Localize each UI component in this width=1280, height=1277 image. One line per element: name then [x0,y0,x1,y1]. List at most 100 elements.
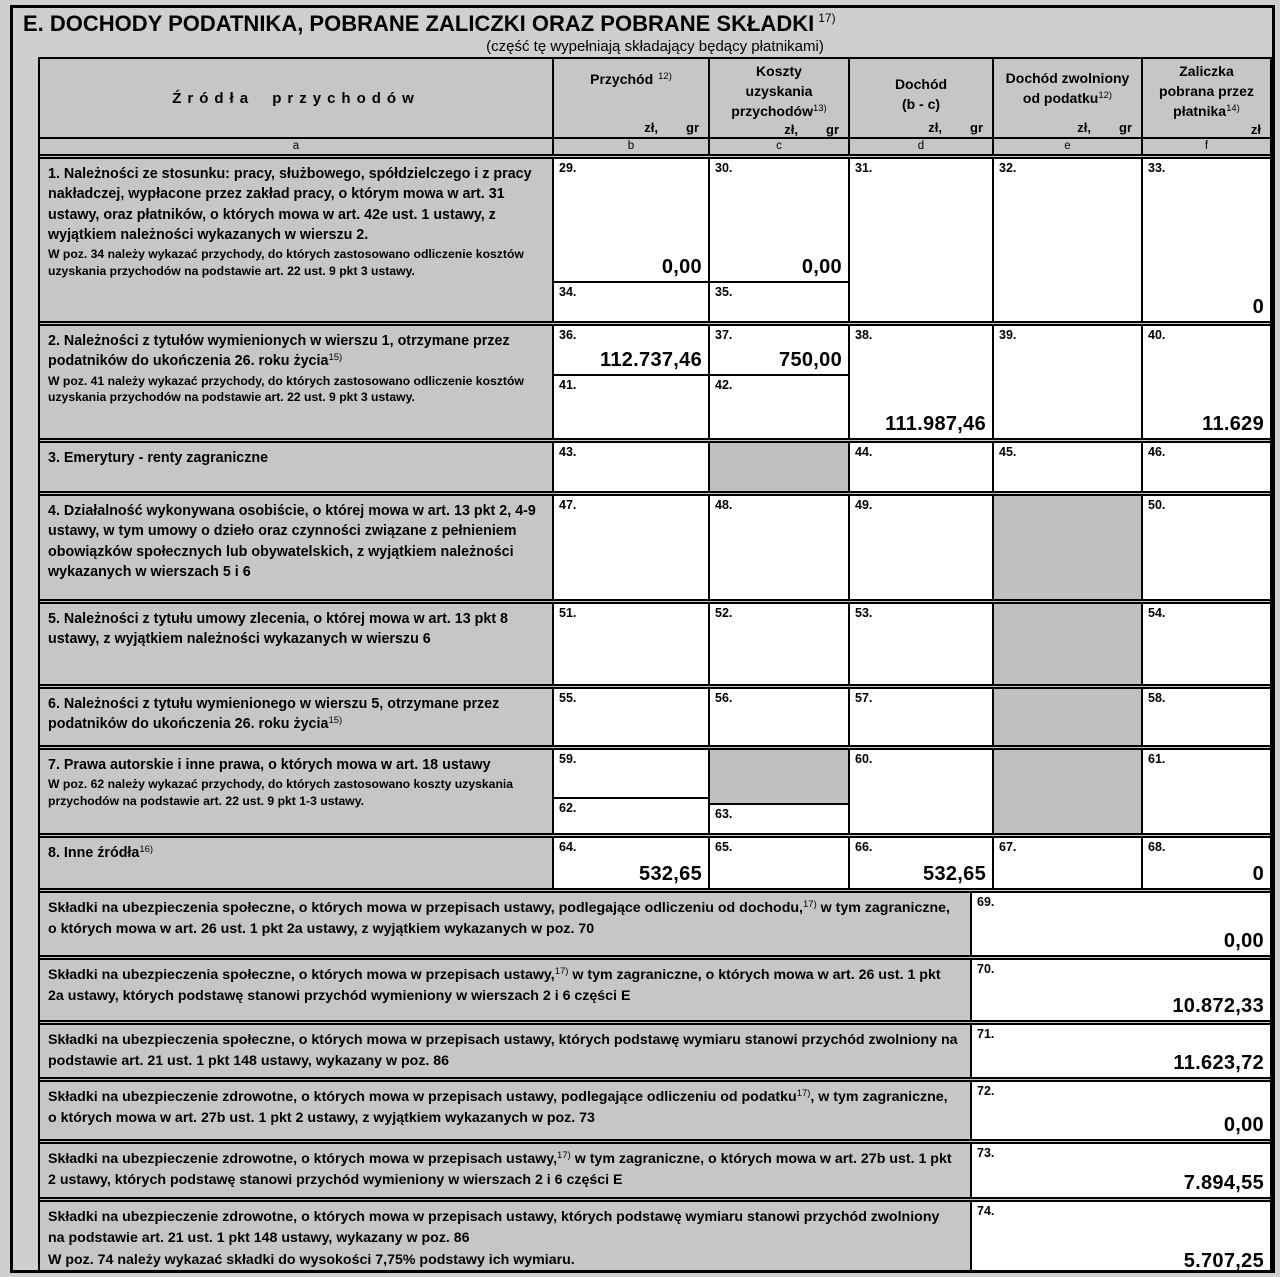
field-73[interactable]: 73. 7.894,55 [970,1143,1270,1197]
field-61[interactable]: 61. [1141,750,1270,833]
field-33[interactable]: 33. 0 [1141,159,1270,321]
field-40-value: 11.629 [1202,413,1264,435]
field-42[interactable]: 42. [710,376,848,438]
field-57-number: 57. [855,691,873,705]
row-2-col-b: 36. 112.737,46 41. [552,326,708,438]
field-68-number: 68. [1148,840,1166,854]
field-55[interactable]: 55. [552,689,708,745]
field-68[interactable]: 68. 0 [1141,838,1270,888]
row-6-title-footnote: 15) [328,715,343,727]
contrib-row-69: Składki na ubezpieczenia społeczne, o kt… [40,888,1270,955]
field-64-number: 64. [559,840,577,854]
field-43[interactable]: 43. [552,443,708,491]
contrib-row-71: Składki na ubezpieczenia społeczne, o kt… [40,1020,1270,1077]
row-4-label: 4. Działalność wykonywana osobiście, o k… [40,496,552,599]
row-3: 3. Emerytury - renty zagraniczne 43. 44.… [40,438,1270,491]
field-29[interactable]: 29. 0,00 [554,159,708,283]
row-1: 1. Należności ze stosunku: pracy, służbo… [40,154,1270,321]
field-45-number: 45. [999,445,1017,459]
field-35[interactable]: 35. [710,283,848,321]
field-44[interactable]: 44. [848,443,992,491]
field-48[interactable]: 48. [708,496,848,599]
field-74[interactable]: 74. 5.707,25 [970,1201,1270,1270]
field-37-value: 750,00 [779,349,842,371]
field-38-number: 38. [855,328,873,342]
field-52[interactable]: 52. [708,604,848,684]
field-34[interactable]: 34. [554,283,708,321]
field-64[interactable]: 64. 532,65 [552,838,708,888]
header-col-koszty: Koszty uzyskania przychodów13) zł, gr [708,59,848,137]
field-41[interactable]: 41. [554,376,708,438]
field-59[interactable]: 59. [554,750,708,799]
field-60[interactable]: 60. [848,750,992,833]
row-3-label: 3. Emerytury - renty zagraniczne [40,443,552,491]
field-31[interactable]: 31. [848,159,992,321]
row-6: 6. Należności z tytułu wymienionego w wi… [40,684,1270,745]
contrib-row-72-footnote: 17) [796,1087,811,1099]
header-col-dochod: Dochód (b - c) zł, gr [848,59,992,137]
field-72[interactable]: 72. 0,00 [970,1081,1270,1139]
field-42-number: 42. [715,378,733,392]
field-30[interactable]: 30. 0,00 [710,159,848,283]
field-37[interactable]: 37. 750,00 [710,326,848,376]
row-7-note: W poz. 62 należy wykazać przychody, do k… [48,777,514,809]
column-letter-b: b [552,139,708,154]
field-40[interactable]: 40. 11.629 [1141,326,1270,438]
field-48-number: 48. [715,498,733,512]
field-73-value: 7.894,55 [1183,1171,1264,1194]
field-56[interactable]: 56. [708,689,848,745]
field-54[interactable]: 54. [1141,604,1270,684]
field-65[interactable]: 65. [708,838,848,888]
section-e-frame: E. DOCHODY PODATNIKA, POBRANE ZALICZKI O… [10,5,1275,1273]
field-39[interactable]: 39. [992,326,1141,438]
field-66[interactable]: 66. 532,65 [848,838,992,888]
field-57[interactable]: 57. [848,689,992,745]
row-2: 2. Należności z tytułów wymienionych w w… [40,321,1270,438]
row-2-note: W poz. 41 należy wykazać przychody, do k… [48,373,524,405]
field-36[interactable]: 36. 112.737,46 [554,326,708,376]
row-8-title: 8. Inne źródła16) [48,844,154,861]
field-40-number: 40. [1148,328,1166,342]
field-70[interactable]: 70. 10.872,33 [970,960,1270,1020]
field-72-value: 0,00 [1223,1113,1264,1136]
contrib-row-74: Składki na ubezpieczenie zdrowotne, o kt… [40,1196,1270,1270]
row-5-disabled-cell [992,604,1141,684]
field-58[interactable]: 58. [1141,689,1270,745]
field-49[interactable]: 49. [848,496,992,599]
field-44-number: 44. [855,445,873,459]
field-63[interactable]: 63. [710,805,848,833]
field-67[interactable]: 67. [992,838,1141,888]
field-63-number: 63. [715,807,733,821]
row-1-col-b: 29. 0,00 34. [552,159,708,321]
row-8-label: 8. Inne źródła16) [40,838,552,888]
field-69-value: 0,00 [1223,930,1264,952]
field-64-value: 532,65 [639,863,702,885]
header-col-dochod-zwolniony: Dochód zwolniony od podatku12) zł, gr [992,59,1141,137]
field-53[interactable]: 53. [848,604,992,684]
field-32[interactable]: 32. [992,159,1141,321]
field-49-number: 49. [855,498,873,512]
column-letter-c: c [708,139,848,154]
field-38[interactable]: 38. 111.987,46 [848,326,992,438]
field-60-number: 60. [855,752,873,766]
field-69[interactable]: 69. 0,00 [970,893,1270,955]
row-1-label: 1. Należności ze stosunku: pracy, służbo… [40,159,552,321]
row-6-title: 6. Należności z tytułu wymienionego w wi… [48,696,500,733]
row-7-title: 7. Prawa autorskie i inne prawa, o który… [48,757,491,773]
field-67-number: 67. [999,840,1017,854]
row-2-col-c: 37. 750,00 42. [708,326,848,438]
field-54-number: 54. [1148,606,1166,620]
field-62[interactable]: 62. [554,799,708,833]
field-34-number: 34. [559,285,577,299]
row-6-disabled-cell [992,689,1141,745]
field-45[interactable]: 45. [992,443,1141,491]
row-8: 8. Inne źródła16) 64. 532,65 65. 66. 532… [40,833,1270,888]
column-letter-row: a b c d e f [40,137,1270,154]
field-46[interactable]: 46. [1141,443,1270,491]
field-50[interactable]: 50. [1141,496,1270,599]
field-47-number: 47. [559,498,577,512]
field-47[interactable]: 47. [552,496,708,599]
field-43-number: 43. [559,445,577,459]
field-71[interactable]: 71. 11.623,72 [970,1025,1270,1077]
field-51[interactable]: 51. [552,604,708,684]
